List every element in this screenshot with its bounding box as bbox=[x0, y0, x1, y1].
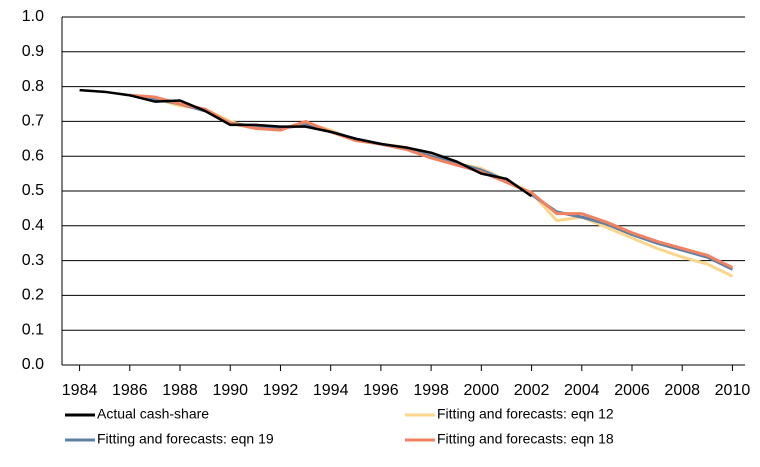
x-tick-label: 2002 bbox=[514, 382, 550, 399]
y-tick-label: 0.7 bbox=[22, 113, 44, 130]
y-tick-label: 0.2 bbox=[22, 287, 44, 304]
series-line bbox=[129, 93, 734, 269]
y-tick-label: 0.9 bbox=[22, 43, 44, 60]
x-tick-label: 2004 bbox=[564, 382, 600, 399]
legend-label: Fitting and forecasts: eqn 19 bbox=[97, 431, 274, 447]
series-line bbox=[79, 88, 533, 198]
series-line bbox=[129, 93, 734, 278]
y-tick-label: 0.1 bbox=[22, 321, 44, 338]
x-tick-label: 1992 bbox=[263, 382, 299, 399]
y-tick-label: 1.0 bbox=[22, 8, 44, 25]
x-tick-label: 2010 bbox=[715, 382, 751, 399]
y-tick-label: 0.4 bbox=[22, 217, 44, 234]
x-tick-label: 2008 bbox=[664, 382, 700, 399]
y-tick-label: 0.3 bbox=[22, 252, 44, 269]
x-tick-label: 1998 bbox=[413, 382, 449, 399]
x-tick-label: 1984 bbox=[62, 382, 98, 399]
x-tick-label: 1986 bbox=[112, 382, 148, 399]
y-tick-label: 0.8 bbox=[22, 78, 44, 95]
x-tick-label: 1988 bbox=[162, 382, 198, 399]
x-tick-label: 2006 bbox=[614, 382, 650, 399]
legend-label: Fitting and forecasts: eqn 18 bbox=[437, 431, 614, 447]
legend-label: Fitting and forecasts: eqn 12 bbox=[437, 406, 614, 422]
y-tick-label: 0.0 bbox=[22, 356, 44, 373]
y-tick-label: 0.5 bbox=[22, 182, 44, 199]
x-tick-label: 1990 bbox=[212, 382, 248, 399]
x-tick-label: 2000 bbox=[464, 382, 500, 399]
y-tick-label: 0.6 bbox=[22, 147, 44, 164]
legend-label: Actual cash-share bbox=[97, 406, 209, 422]
x-tick-label: 1996 bbox=[363, 382, 399, 399]
x-tick-label: 1994 bbox=[313, 382, 349, 399]
